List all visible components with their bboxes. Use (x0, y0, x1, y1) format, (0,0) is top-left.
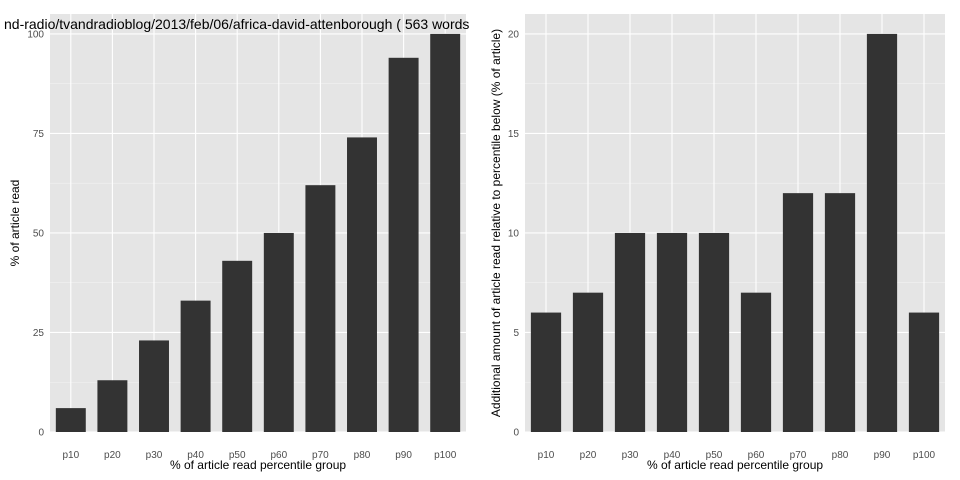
x-axis-title: % of article read percentile group (170, 458, 346, 472)
x-tick-label: p70 (790, 450, 807, 461)
bar (97, 380, 128, 432)
y-tick-label: 5 (513, 328, 519, 339)
y-tick-label: 15 (508, 129, 520, 140)
x-tick-label: p50 (706, 450, 723, 461)
x-tick-label: p70 (312, 450, 329, 461)
x-tick-label: p60 (748, 450, 765, 461)
bar (430, 33, 461, 433)
x-tick-label: p20 (104, 450, 121, 461)
x-tick-label: p90 (874, 450, 891, 461)
bar (55, 408, 86, 432)
bar (740, 292, 772, 432)
bar (263, 232, 294, 432)
x-tick-label: p100 (913, 450, 936, 461)
x-tick-label: p30 (622, 450, 639, 461)
chart-title: nd-radio/tvandradioblog/2013/feb/06/afri… (4, 16, 469, 32)
bar (347, 137, 377, 432)
chart-panel-1: 0 25 50 75 100 p10 p20 p30 p40 p50 p60 p70 p80 p90 p10… (8, 14, 466, 472)
y-tick-label: 25 (33, 328, 45, 339)
x-tick-label: p90 (395, 450, 412, 461)
y-tick-label: 75 (33, 129, 45, 140)
x-tick-label: p80 (832, 450, 849, 461)
bar (305, 185, 336, 432)
bar (388, 57, 419, 433)
bar (530, 312, 562, 432)
y-axis-title: Additional amount of article read relati… (489, 29, 503, 417)
bar (908, 312, 940, 432)
bar (180, 300, 211, 432)
bar (222, 260, 253, 432)
bar (572, 292, 604, 432)
y-tick-label: 50 (33, 228, 45, 239)
x-tick-label: p50 (229, 450, 246, 461)
y-axis-title: % of article read (8, 180, 22, 267)
bar (824, 193, 856, 432)
bar (614, 232, 646, 432)
y-tick-label: 20 (508, 29, 520, 40)
x-tick-label: p80 (354, 450, 371, 461)
x-tick-label: p100 (434, 450, 457, 461)
y-tick-label: 0 (38, 428, 44, 439)
x-tick-label: p10 (538, 450, 555, 461)
bar (139, 340, 169, 432)
y-tick-label: 10 (508, 228, 520, 239)
chart-panel-2: 0 5 10 15 20 p10 p20 p30 p40 p50 p60 p70 p80 p90 p100%… (489, 14, 945, 472)
bar (656, 232, 688, 432)
x-axis-title: % of article read percentile group (647, 458, 823, 472)
x-tick-label: p40 (187, 450, 204, 461)
bar (866, 33, 898, 433)
x-tick-label: p60 (270, 450, 287, 461)
x-tick-label: p10 (62, 450, 79, 461)
y-tick-label: 100 (27, 29, 44, 40)
y-tick-label: 0 (513, 428, 519, 439)
x-tick-label: p20 (580, 450, 597, 461)
bar (782, 193, 814, 432)
x-tick-label: p30 (146, 450, 163, 461)
x-tick-label: p40 (664, 450, 681, 461)
bar (698, 232, 730, 432)
